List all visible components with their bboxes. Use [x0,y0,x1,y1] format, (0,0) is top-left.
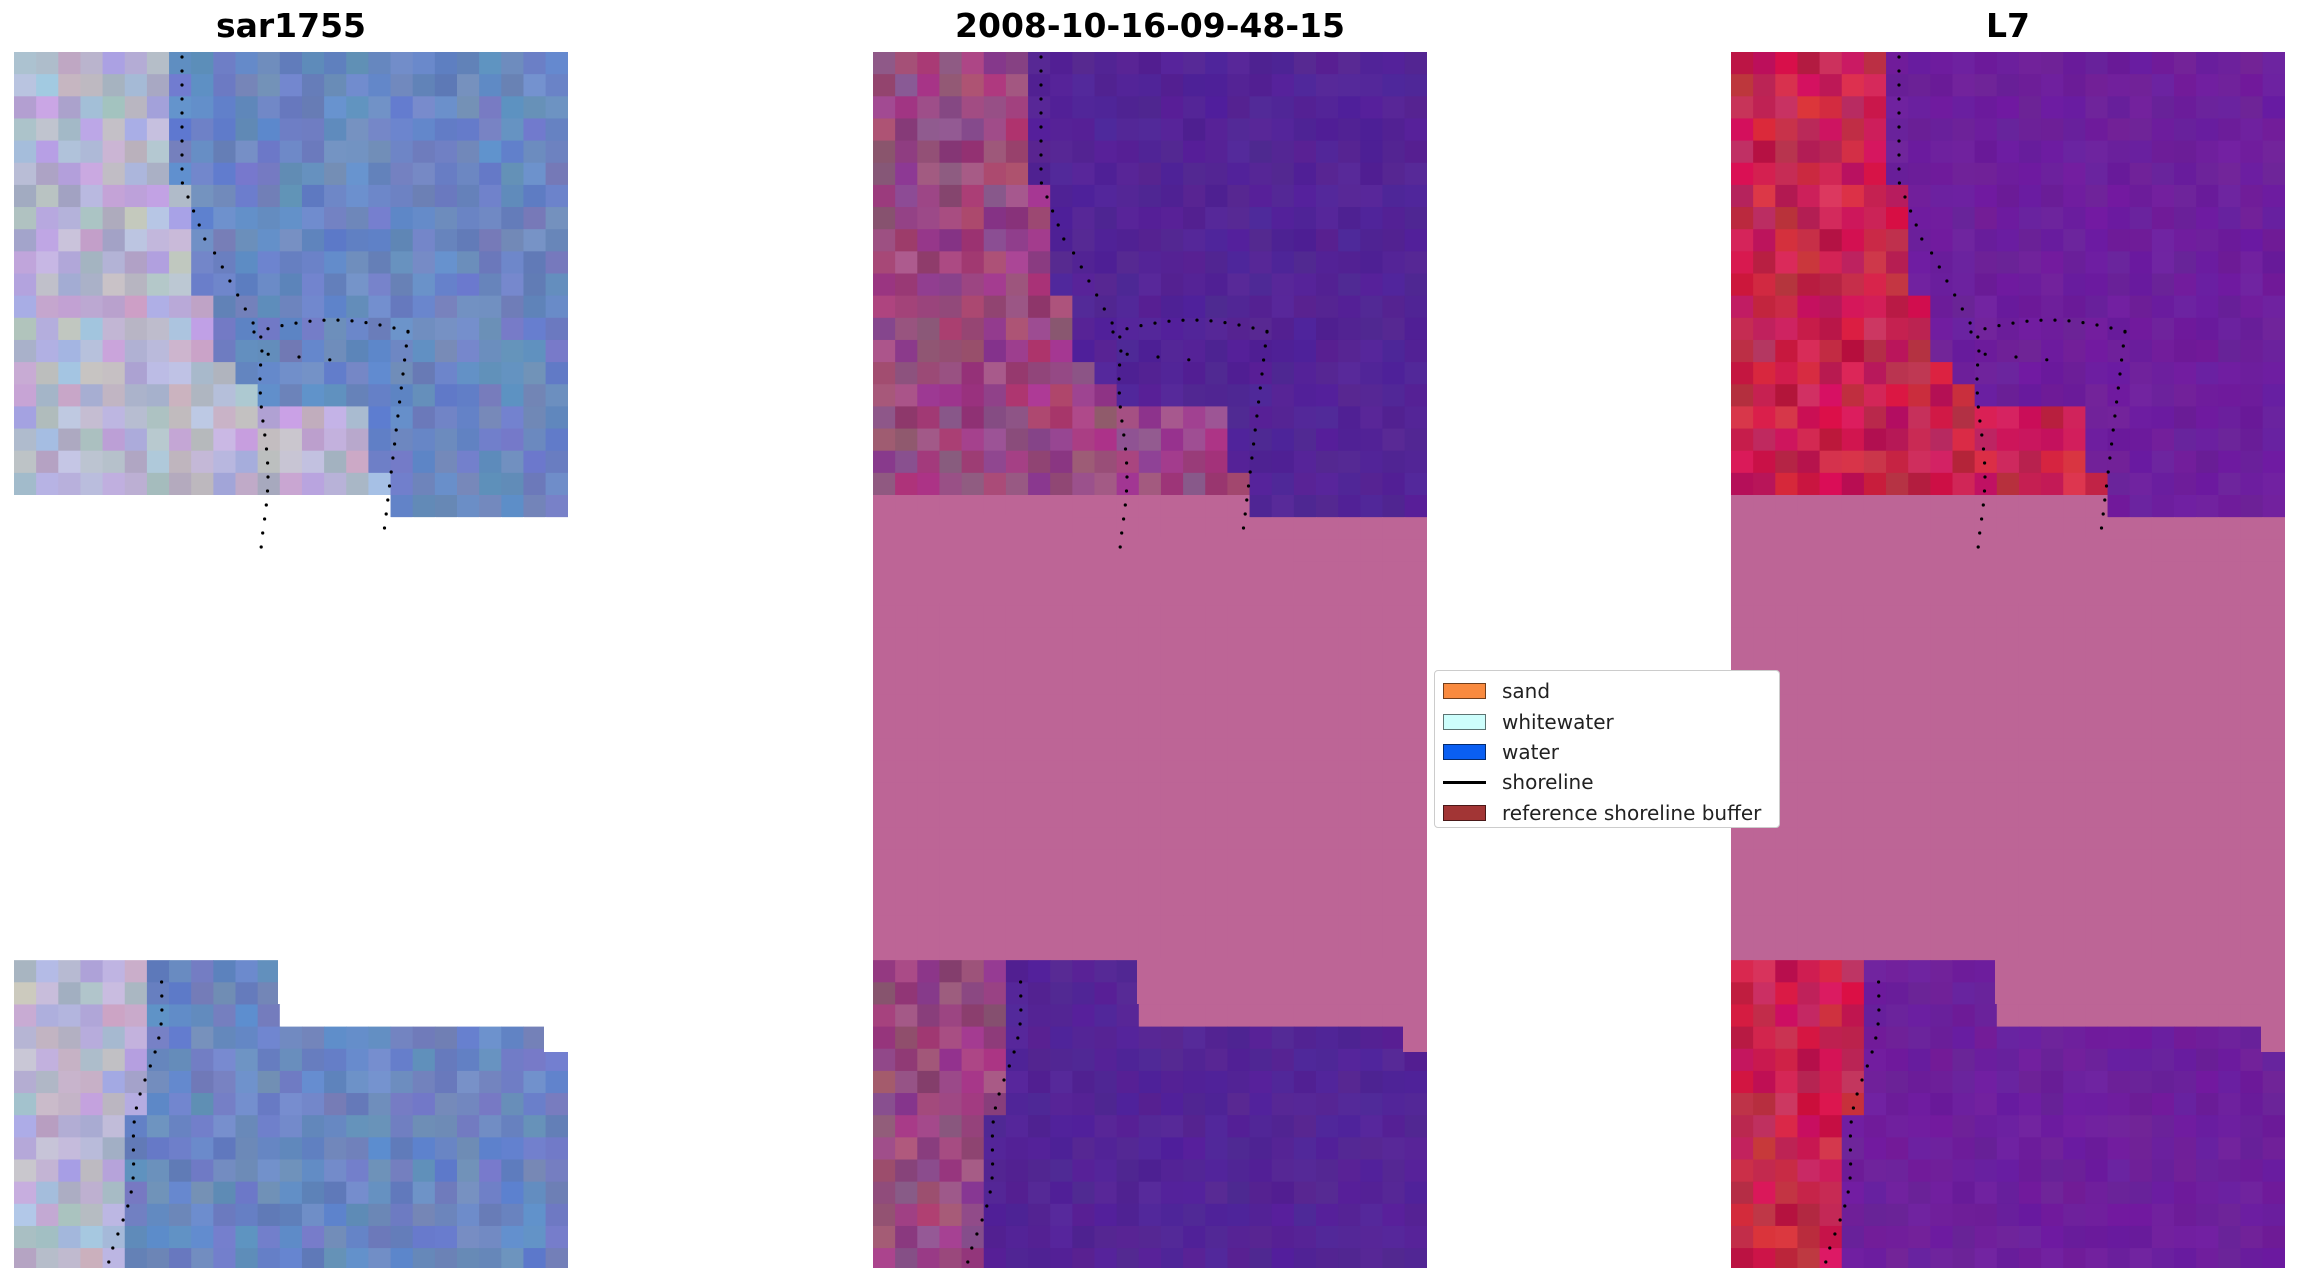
legend-item-water: water [1443,737,1779,767]
rgb-image [14,52,568,1268]
shoreline-points [1824,55,2127,1264]
legend-label-shoreline: shoreline [1502,770,1594,795]
legend-swatch-sand [1443,683,1486,700]
legend-swatch-water [1443,743,1486,760]
legend-label-water: water [1502,739,1559,764]
legend-label-reference-shoreline-buffer: reference shoreline buffer [1502,800,1762,825]
classified-image-panel [873,52,1427,1268]
panel-title-classified: 2008-10-16-09-48-15 [955,6,1345,45]
legend-item-whitewater: whitewater [1443,706,1779,736]
legend-swatch-whitewater [1443,713,1486,730]
legend-swatch-reference-shoreline-buffer [1443,804,1486,821]
legend-label-sand: sand [1502,679,1551,704]
legend-item-sand: sand [1443,676,1779,706]
panel-title-index: L7 [1986,6,2030,45]
legend: sand whitewater water shoreline referenc… [1434,670,1780,828]
classified-image [873,52,1427,1268]
shoreline-points [107,55,410,1264]
index-image [1731,52,2285,1268]
legend-item-shoreline: shoreline [1443,767,1779,797]
legend-swatch-shoreline [1443,781,1486,784]
legend-label-whitewater: whitewater [1502,709,1614,734]
panel-title-rgb: sar1755 [215,6,367,45]
legend-item-reference-shoreline-buffer: reference shoreline buffer [1443,798,1779,828]
shoreline-points [966,55,1269,1264]
index-image-panel [1731,52,2285,1268]
rgb-image-panel [14,52,568,1268]
